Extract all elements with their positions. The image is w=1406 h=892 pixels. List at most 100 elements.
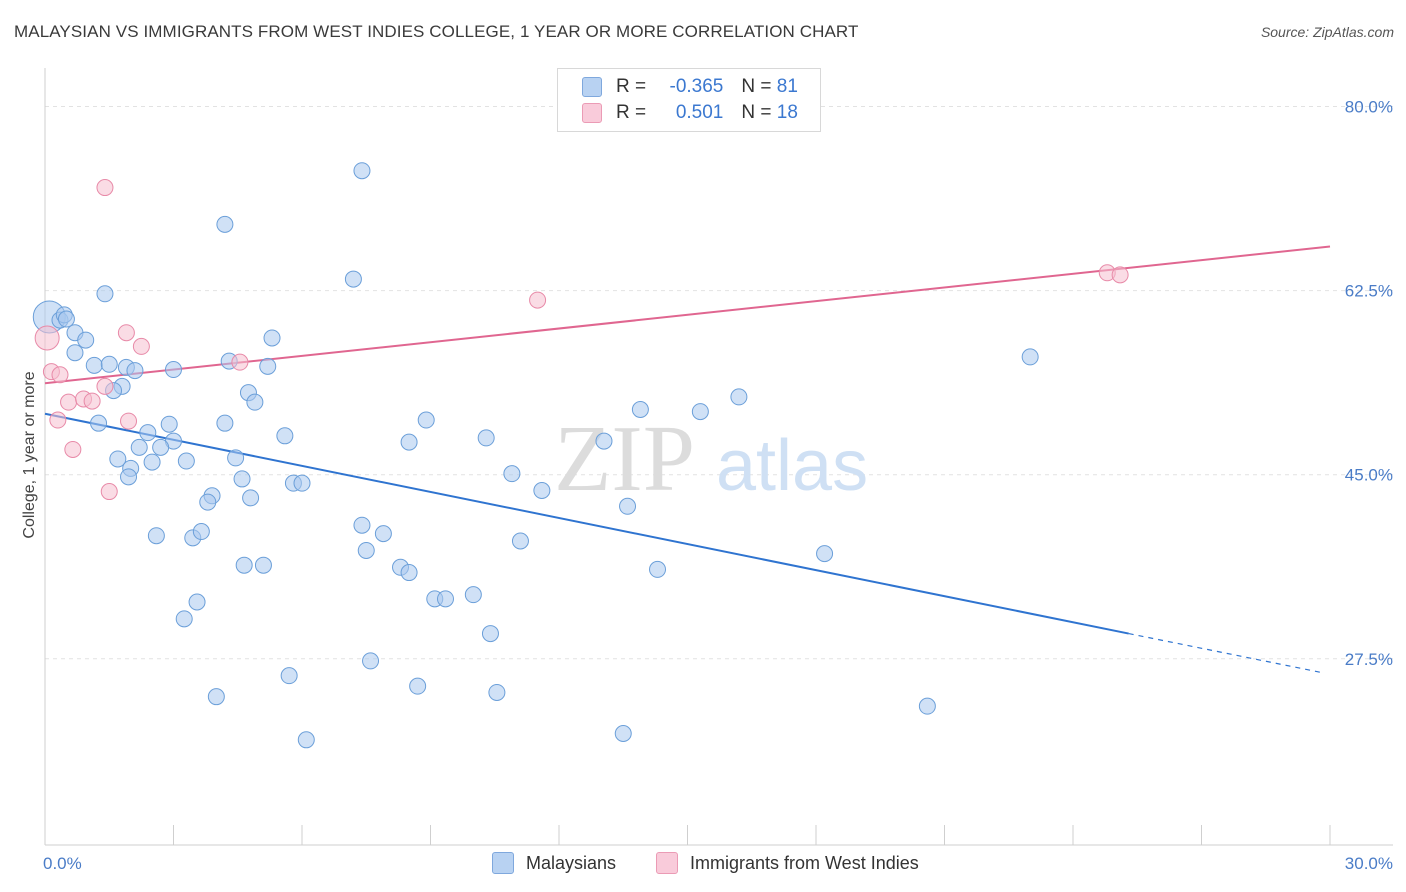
malaysian-point-57 [481,625,499,643]
west-indies-point-2 [51,366,69,384]
malaysian-point-20 [90,414,108,432]
malaysian-point-30 [177,452,195,470]
watermark-atlas: atlas [716,426,868,506]
bottom-legend-west-indies: Immigrants from West Indies [656,852,919,874]
y-tick-label-2: 62.5% [1345,282,1393,301]
bottom-legend-swatch-malaysians [492,852,514,874]
malaysian-point-55 [188,593,206,611]
bottom-legend-malaysians: Malaysians [492,852,616,874]
malaysian-point-69 [503,465,521,483]
malaysian-point-12 [165,361,182,379]
grid-lines [45,106,1393,660]
malaysian-point-61 [488,683,506,701]
y-tick-label-3: 80.0% [1345,98,1393,117]
malaysian-point-40 [216,215,234,233]
malaysian-point-73 [631,401,649,419]
malaysian-point-59 [280,667,298,685]
west-indies-point-12 [120,412,138,430]
malaysian-point-8 [85,356,103,374]
malaysian-point-72 [595,432,613,450]
malaysian-point-63 [297,731,315,749]
axes [44,68,1393,846]
bottom-legend-label-malaysians: Malaysians [526,852,617,873]
west-indies-point-6 [83,392,101,410]
malaysian-point-9 [100,355,118,373]
malaysian-point-60 [409,677,427,695]
malaysian-point-14 [259,357,277,375]
malaysian-point-67 [417,411,435,429]
malaysian-point-58 [362,652,380,670]
malaysian-point-49 [374,525,392,543]
malaysian-point-19 [246,393,264,411]
malaysian-point-28 [109,450,127,468]
west-indies-point-7 [64,440,82,458]
malaysian-point-5 [77,331,95,349]
malaysian-point-23 [216,414,234,432]
malaysian-point-42 [147,527,165,545]
legend-n-value-malaysians: 81 [776,76,798,97]
malaysian-point-38 [242,489,260,507]
malaysian-trend-line [44,412,1129,635]
source-label: Source: ZipAtlas.com [1260,24,1394,40]
legend-n-label: N = [741,102,777,123]
malaysian-point-6 [96,285,114,303]
malaysian-point-21 [139,424,157,442]
bottom-legend: Malaysians Immigrants from West Indies [0,852,1406,878]
malaysian-point-80 [293,474,311,492]
malaysian-point-65 [918,697,936,715]
malaysian-point-62 [207,688,225,706]
west-indies-point-14 [96,179,114,197]
west-indies-point-0 [34,325,60,351]
x-tick-label-1: 30.0% [1345,854,1393,873]
malaysian-point-33 [120,468,138,486]
malaysian-point-34 [233,470,251,488]
legend-r-value-west-indies: 0.501 [675,102,724,123]
malaysian-point-29 [143,453,161,471]
bottom-legend-swatch-west-indies [656,852,678,874]
legend-n-value-west-indies: 18 [776,102,798,123]
west-indies-point-17 [1111,266,1129,284]
legend-n-label: N = [741,76,777,97]
west-indies-point-3 [49,411,67,429]
west-indies-point-13 [231,353,249,371]
malaysian-point-56 [175,610,193,628]
y-tick-label-1: 45.0% [1345,466,1393,485]
watermark: ZIP atlas [554,407,868,511]
malaysian-point-51 [400,564,418,582]
west-indies-point-9 [100,483,118,501]
malaysian-point-71 [511,532,529,550]
malaysian-point-7 [66,344,84,362]
legend-box: R = -0.365 N = 81 R = 0.501 N = 18 [557,68,821,132]
malaysian-point-31 [227,449,245,467]
watermark-zip: ZIP [554,407,695,511]
malaysian-point-26 [130,438,148,456]
legend-swatch-west-indies [582,103,602,123]
west-indies-point-15 [529,291,547,309]
y-axis-label: College, 1 year or more [21,371,38,538]
malaysian-point-47 [353,516,371,534]
malaysian-point-79 [1021,348,1039,366]
x-tick-label-0: 0.0% [43,854,82,873]
legend-swatch-malaysians [582,77,602,97]
chart-title: MALAYSIAN VS IMMIGRANTS FROM WEST INDIES… [14,22,859,41]
west-indies-point-10 [117,324,135,342]
malaysian-point-24 [276,427,294,445]
legend-r-label: R = [616,76,652,97]
malaysian-point-48 [357,541,375,559]
malaysian-point-68 [477,429,495,447]
legend-row-malaysians: R = -0.365 N = 81 [582,74,798,100]
malaysian-point-22 [160,415,178,433]
malaysian-point-41 [344,270,362,288]
malaysian-point-44 [192,523,210,541]
data-points [32,162,1129,749]
malaysian-point-15 [263,329,281,347]
malaysian-point-37 [199,493,217,511]
malaysian-point-74 [619,497,637,515]
malaysian-point-53 [436,590,454,608]
malaysian-point-70 [533,482,551,500]
west-indies-point-8 [96,377,114,395]
malaysian-point-76 [691,403,709,421]
malaysian-trend-extension [1128,632,1322,674]
malaysian-point-11 [126,362,144,380]
